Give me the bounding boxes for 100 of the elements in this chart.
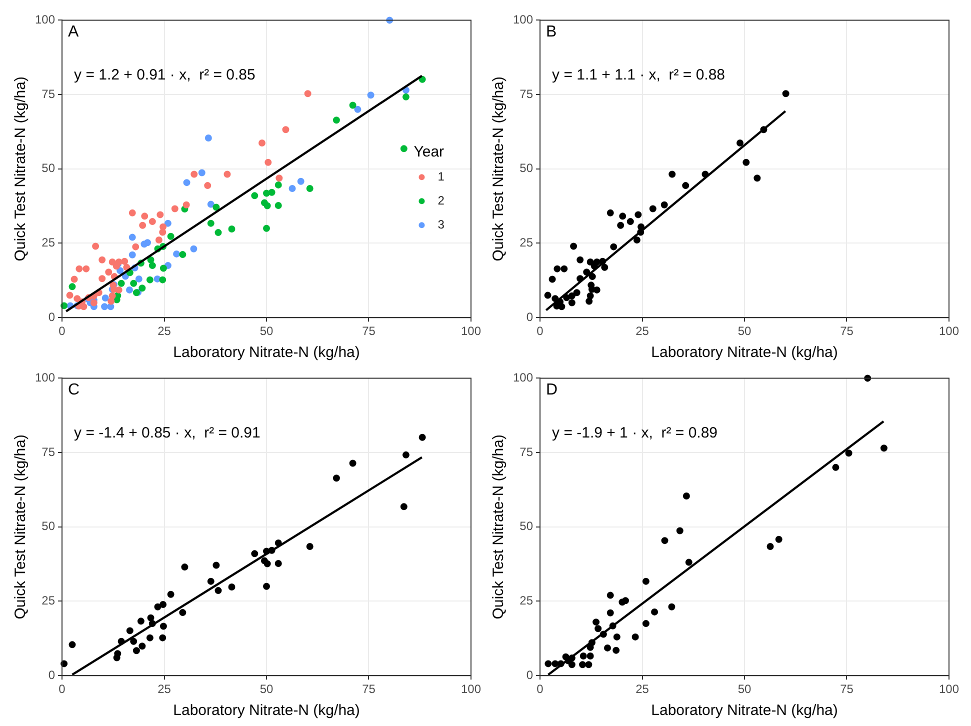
point [568,299,576,306]
y-tick-label: 0 [526,310,534,324]
point [619,212,626,220]
point [606,209,614,216]
point [264,202,271,210]
point [98,256,106,264]
x-tick-label: 25 [158,682,172,696]
point [264,158,272,166]
point [258,140,266,147]
point [128,251,136,258]
point [594,625,602,632]
x-tick-label: 100 [938,682,960,696]
point [606,592,614,599]
point [179,609,186,616]
point [304,90,312,98]
point [204,134,212,142]
point [544,292,552,299]
point [742,158,750,166]
point [588,286,596,293]
x-tick-label: 50 [260,324,274,338]
annotation: y = -1.4 + 0.85 · x, r² = 0.91 [74,424,260,442]
point [586,652,594,660]
y-tick-label: 25 [520,236,534,250]
point [633,236,640,244]
point [400,503,408,510]
point [649,205,656,212]
point [126,627,134,634]
point [121,258,128,265]
y-axis-title: Quick Test Nitrate-N (kg/ha) [12,434,30,620]
y-tick-label: 100 [512,12,534,27]
point [592,618,600,626]
x-tick-label: 25 [636,682,650,696]
point [274,202,282,209]
point [573,289,580,296]
point [668,603,676,610]
point [179,251,186,258]
point [82,265,90,272]
point [128,209,136,216]
point [148,262,156,270]
x-tick-label: 75 [840,324,854,338]
point [126,286,133,294]
point [354,106,362,113]
point [754,174,761,182]
point [288,185,296,192]
chart-title: A [68,24,80,41]
point [141,212,148,220]
point [418,434,426,441]
x-tick-label: 75 [840,682,854,696]
point [182,201,190,208]
point [332,474,340,482]
point [604,644,611,652]
x-axis-title: Laboratory Nitrate-N (kg/ha) [651,344,838,362]
y-tick-label: 75 [520,444,534,459]
point [632,633,639,640]
x-tick-label: 100 [938,324,960,338]
point [70,276,78,283]
y-tick-label: 100 [34,370,56,385]
point [164,220,172,227]
point [766,543,774,550]
point [159,634,166,642]
point [68,641,76,648]
point [108,298,115,305]
point [167,590,174,598]
point [139,222,146,229]
point [148,218,156,226]
x-tick-label: 25 [636,324,650,338]
point [68,283,76,290]
point [207,200,214,208]
point [167,232,174,240]
point [160,223,167,230]
point [579,661,586,668]
point [105,268,112,276]
point [147,614,154,622]
x-axis-title: Laboratory Nitrate-N (kg/ha) [173,344,360,362]
y-tick-label: 0 [526,668,534,682]
point [554,265,561,272]
y-tick-label: 75 [42,444,56,459]
point [138,284,146,292]
point [642,620,650,628]
point [159,228,166,236]
annotation: y = -1.9 + 1 · x, r² = 0.89 [552,424,718,442]
point [212,562,220,569]
x-tick-label: 100 [460,324,482,338]
point [137,618,144,625]
point [606,609,614,616]
point [845,450,852,457]
point [349,102,356,109]
point [560,265,568,272]
legend-label: 2 [438,193,445,208]
x-tick-label: 75 [362,324,376,338]
point [108,258,116,266]
point [306,185,314,192]
point [736,140,744,147]
point [190,245,198,252]
x-axis-title: Laboratory Nitrate-N (kg/ha) [651,702,838,720]
point [251,550,258,558]
y-tick-label: 25 [520,594,534,608]
point [228,225,236,232]
point [101,303,108,310]
y-tick-label: 50 [42,519,56,534]
